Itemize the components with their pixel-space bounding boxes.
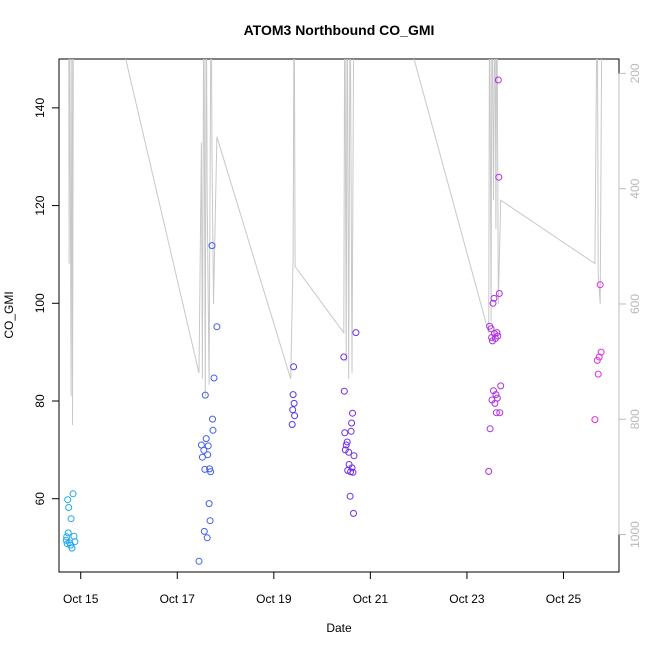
data-point [348, 419, 356, 427]
y-tick-label: 60 [33, 492, 47, 506]
data-point [348, 464, 356, 472]
data-point [291, 412, 299, 420]
data-point [200, 446, 208, 454]
data-point [69, 490, 77, 498]
x-tick-label: Oct 19 [256, 592, 292, 606]
data-point [342, 441, 350, 449]
data-point [64, 496, 72, 504]
data-point [204, 451, 212, 459]
data-point [349, 409, 356, 417]
data-point [203, 534, 211, 542]
points-layer [62, 76, 605, 565]
data-point [204, 442, 212, 450]
data-point [63, 533, 71, 541]
data-point [195, 557, 203, 565]
data-point [290, 363, 298, 371]
data-point [494, 332, 502, 340]
data-point [209, 426, 217, 434]
data-point [67, 515, 75, 523]
data-point [201, 391, 209, 399]
data-point [593, 356, 601, 364]
data-point [492, 391, 500, 399]
x-tick-label: Oct 21 [353, 592, 389, 606]
y2-tick-label: 200 [628, 63, 642, 83]
x-tick-label: Oct 23 [449, 592, 485, 606]
data-point [213, 323, 221, 331]
y2-tick-label: 800 [628, 409, 642, 429]
plot-frame [58, 58, 620, 573]
data-point [346, 492, 354, 500]
data-point [345, 448, 353, 456]
data-point [594, 370, 602, 378]
x-tick-label: Oct 15 [63, 592, 99, 606]
y2-tick-label: 600 [628, 294, 642, 314]
profile-line-layer [68, 59, 603, 426]
data-point [486, 425, 494, 433]
data-point [495, 173, 503, 181]
data-point [65, 504, 73, 511]
data-point [487, 325, 495, 333]
data-point [205, 500, 213, 508]
y-tick-label: 100 [33, 293, 47, 313]
data-point [490, 294, 498, 302]
y-tick-label: 80 [33, 394, 47, 408]
chart-title: ATOM3 Northbound CO_GMI [244, 22, 435, 38]
data-point [340, 387, 348, 395]
data-point [289, 391, 297, 399]
x-axis-label: Date [326, 621, 352, 635]
data-point [493, 394, 501, 402]
data-point [497, 382, 505, 390]
y2-tick-label: 1000 [628, 521, 642, 548]
data-point [347, 427, 355, 435]
data-point [64, 529, 72, 537]
data-point [341, 429, 349, 437]
data-point [202, 435, 210, 443]
data-point [206, 465, 214, 473]
data-point [343, 438, 351, 446]
data-point [496, 409, 504, 417]
pressure-profile-line [68, 59, 603, 426]
data-point [596, 281, 604, 289]
data-point [591, 416, 599, 424]
data-point [493, 329, 501, 337]
data-point [349, 468, 357, 476]
data-point [352, 329, 360, 337]
data-point [201, 465, 209, 473]
data-point [350, 452, 358, 460]
data-point [485, 467, 493, 475]
data-point [68, 544, 76, 552]
y2-tick-label: 400 [628, 178, 642, 198]
data-point [290, 399, 298, 407]
data-point [288, 421, 296, 428]
y-axis-label: CO_GMI [2, 291, 16, 338]
data-point [207, 468, 215, 476]
data-point [206, 517, 214, 525]
data-point [209, 415, 216, 423]
data-point [495, 290, 503, 297]
data-point [350, 509, 357, 517]
y-tick-label: 140 [33, 98, 47, 118]
data-point [340, 353, 348, 361]
data-point [494, 76, 502, 84]
data-point [200, 527, 208, 535]
x-tick-label: Oct 17 [160, 592, 196, 606]
data-point [208, 242, 216, 250]
data-point [289, 406, 297, 414]
data-point [71, 538, 79, 546]
x-tick-label: Oct 25 [546, 592, 582, 606]
axes-layer: Oct 15 Oct 17 Oct 19 Oct 21 Oct 23 Oct 25 60 80… [33, 63, 642, 606]
data-point [489, 299, 497, 307]
y-tick-label: 120 [33, 195, 47, 215]
data-point [597, 348, 605, 356]
data-point [210, 374, 218, 382]
data-point [492, 409, 500, 417]
